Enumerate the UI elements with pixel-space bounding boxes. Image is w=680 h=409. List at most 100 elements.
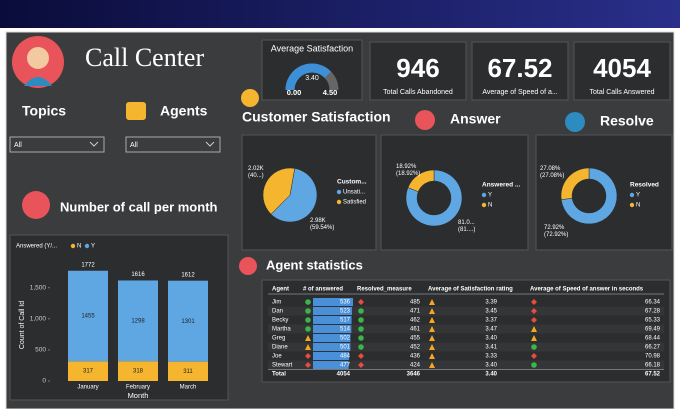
indicator <box>305 353 311 359</box>
monthly-icon <box>22 191 50 219</box>
slicer[interactable] <box>9 136 105 153</box>
cell: 3.40 <box>485 336 497 342</box>
y-axis-label: Count of Call Id <box>19 301 26 349</box>
slicer[interactable] <box>125 136 221 153</box>
slice-label: 2.98K (59.54%) <box>310 218 334 231</box>
indicator <box>531 317 537 323</box>
bar-value-label: 318 <box>133 369 144 375</box>
indicator <box>429 353 435 359</box>
cell: 3.40 <box>485 363 497 369</box>
indicator <box>358 344 364 350</box>
cell: 455 <box>410 336 421 342</box>
cell: 536 <box>340 300 351 306</box>
slice-label: 18.92% (18.92%) <box>396 164 420 177</box>
bar-segment <box>68 361 108 381</box>
legend-dot <box>629 192 635 198</box>
bar-value-label: 1298 <box>131 318 145 324</box>
indicator <box>358 317 364 323</box>
x-tick-label: February <box>126 385 150 391</box>
legend-label: Y <box>488 193 492 199</box>
donut-slice <box>407 169 435 192</box>
data-bar <box>313 298 353 306</box>
bar-segment <box>168 361 208 381</box>
legend-title: Custom... <box>337 179 367 186</box>
indicator <box>531 344 537 350</box>
column-header: Resolved_measure <box>357 287 412 293</box>
indicator <box>531 335 537 341</box>
slice-label: 72.92% (72.92%) <box>544 225 568 238</box>
legend-dot <box>481 192 487 198</box>
cell: Dan <box>272 309 283 315</box>
cell: Stewart <box>272 363 293 369</box>
cell: Diane <box>272 345 288 351</box>
indicator <box>305 335 311 341</box>
agents-icon <box>126 102 146 120</box>
indicator <box>531 299 537 305</box>
x-tick-label: March <box>180 385 197 391</box>
kpi-label: Total Calls Abandoned <box>383 89 453 96</box>
legend-label: N <box>77 244 81 250</box>
indicator <box>429 317 435 323</box>
cell: 424 <box>410 363 421 369</box>
bar-total-label: 1612 <box>181 272 195 278</box>
gauge-min: 0.00 <box>287 88 302 97</box>
legend-dot <box>481 202 487 208</box>
section-title: Customer Satisfaction <box>242 109 391 125</box>
gauge-max: 4.50 <box>323 88 338 97</box>
cell: 452 <box>410 345 421 351</box>
gauge-value: 3.40 <box>305 75 319 82</box>
data-bar <box>313 361 349 369</box>
slice-label: 81.0... (81....) <box>458 220 475 233</box>
legend-dot <box>84 243 90 249</box>
y-tick-label: 1,000 <box>30 315 47 322</box>
row-band <box>268 324 664 334</box>
cell: 436 <box>410 354 421 360</box>
row-band <box>268 360 664 370</box>
slicer-value[interactable]: All <box>130 142 138 149</box>
legend-label: Y <box>636 193 640 199</box>
gauge-fill <box>285 63 332 91</box>
cell: 66.18 <box>645 363 661 369</box>
slicer-value[interactable]: All <box>14 142 22 149</box>
bar-segment <box>118 361 158 381</box>
x-axis-label: Month <box>128 391 149 400</box>
kpi-card <box>369 41 467 101</box>
slice-label: 2.02K (40...) <box>248 166 264 179</box>
legend-label: Y <box>91 244 95 250</box>
row-band <box>268 306 664 316</box>
section-title: Number of call per month <box>60 199 218 214</box>
cell: Greg <box>272 336 285 342</box>
dropdown-arrow <box>205 141 215 147</box>
indicator <box>358 362 364 368</box>
cell: 65.33 <box>645 318 661 324</box>
cell: Jim <box>272 300 281 306</box>
indicator <box>429 344 435 350</box>
cell: 471 <box>410 309 421 315</box>
cell: 462 <box>410 318 421 324</box>
legend-title: Resolved <box>630 182 659 189</box>
cell: 3.45 <box>485 309 497 315</box>
indicator <box>358 308 364 314</box>
satisfaction-icon <box>241 89 259 107</box>
cell: 3.33 <box>485 354 497 360</box>
cell: 502 <box>340 336 351 342</box>
y-tick-label: 500 <box>35 347 46 354</box>
donut-card <box>535 134 673 251</box>
cell: 69.49 <box>645 327 661 333</box>
cell: 3.39 <box>485 300 497 306</box>
indicator <box>531 362 537 368</box>
indicator <box>429 326 435 332</box>
agents-stat-icon <box>239 257 257 275</box>
cell: Becky <box>272 318 288 324</box>
indicator <box>305 344 311 350</box>
indicator <box>358 353 364 359</box>
legend-dot <box>336 199 342 205</box>
bar-value-label: 311 <box>183 369 193 375</box>
data-bar <box>313 307 353 315</box>
bar-segment <box>168 280 208 362</box>
bar-value-label: 1455 <box>81 314 95 320</box>
total-cell: 4054 <box>337 372 351 378</box>
kpi-value: 4054 <box>593 53 651 83</box>
cell: Martha <box>272 327 291 333</box>
gauge-title: Average Satisfaction <box>271 43 353 53</box>
